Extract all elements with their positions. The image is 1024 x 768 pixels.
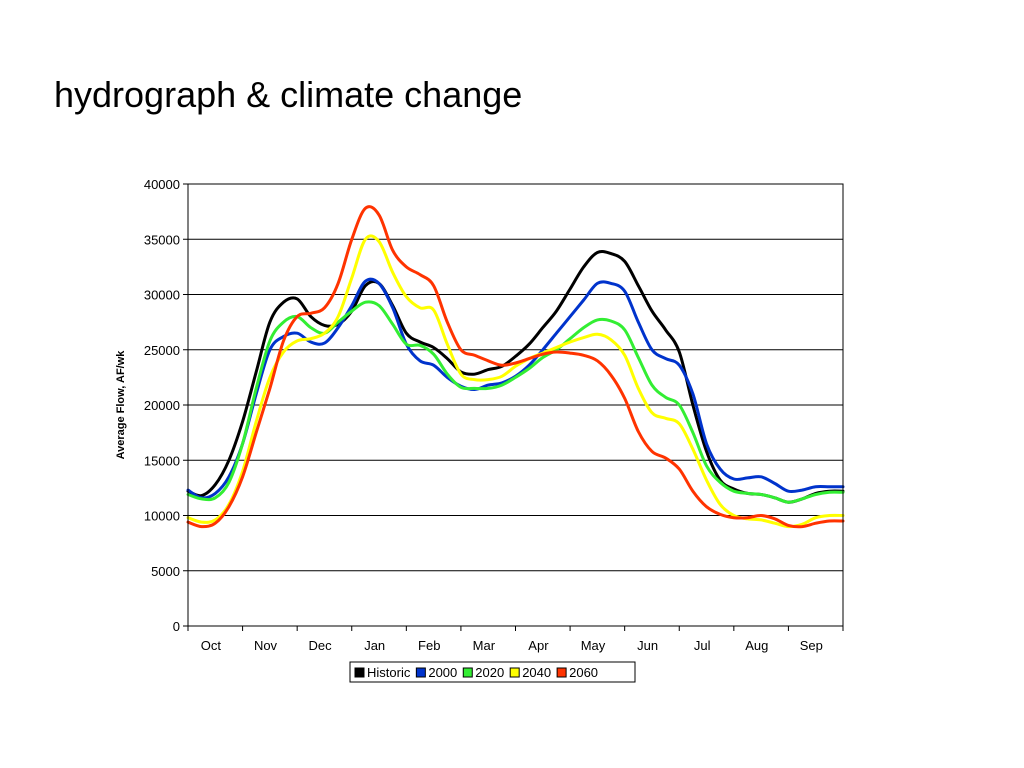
x-tick-label: Jan [364, 638, 385, 653]
legend-swatch-2000 [415, 667, 426, 678]
hydrograph-chart: 0 5000 10000 15000 20000 25000 30000 35000 40000… [100, 170, 860, 690]
legend-label-2020: 2020 [475, 665, 504, 680]
chart-svg: 0 5000 10000 15000 20000 25000 30000 35000 40000… [115, 177, 845, 683]
x-tick-label: Feb [418, 638, 440, 653]
legend-swatch-2020 [462, 667, 473, 678]
y-tick-label: 40000 [144, 177, 180, 192]
x-tick-label: Dec [309, 638, 333, 653]
y-tick-label: 15000 [144, 453, 180, 468]
x-tick-label: Aug [745, 638, 768, 653]
legend-swatch-historic [354, 667, 365, 678]
series-line-2000 [186, 277, 845, 500]
y-tick-label: 5000 [151, 564, 180, 579]
y-tick-label: 20000 [144, 398, 180, 413]
series-line-2060 [186, 205, 845, 529]
legend-label-2060: 2060 [569, 665, 598, 680]
x-tick-label: Jun [637, 638, 658, 653]
plot-frame [187, 183, 844, 627]
legend-label-historic: Historic [367, 665, 411, 680]
x-tick-label: Jul [694, 638, 711, 653]
y-tick-label: 25000 [144, 343, 180, 358]
x-tick-label: May [581, 638, 606, 653]
x-tick-label: Apr [528, 638, 549, 653]
y-tick-label: 35000 [144, 232, 180, 247]
y-tick-labels: 0 5000 10000 15000 20000 25000 30000 35000 40000 [144, 177, 180, 634]
series-layer [186, 205, 845, 529]
legend-label-2040: 2040 [522, 665, 551, 680]
y-tick-label: 0 [173, 619, 180, 634]
legend-label-2000: 2000 [428, 665, 457, 680]
y-tick-label: 30000 [144, 288, 180, 303]
y-axis-title: Average Flow, AF/wk [115, 350, 127, 460]
grid-layer [183, 183, 844, 631]
series-line-historic [186, 249, 845, 504]
x-tick-label: Sep [800, 638, 823, 653]
slide-title: hydrograph & climate change [54, 74, 523, 115]
x-tick-label: Mar [473, 638, 496, 653]
x-tick-labels: Oct Nov Dec Jan Feb Mar Apr May Jun Jul Aug Sep [201, 638, 823, 653]
x-tick-label: Oct [201, 638, 222, 653]
legend: Historic 2000 2020 2040 2060 [349, 661, 636, 683]
x-tick-label: Nov [254, 638, 278, 653]
y-tick-label: 10000 [144, 509, 180, 524]
legend-swatch-2040 [509, 667, 520, 678]
legend-swatch-2060 [556, 667, 567, 678]
series-line-2040 [186, 234, 845, 529]
